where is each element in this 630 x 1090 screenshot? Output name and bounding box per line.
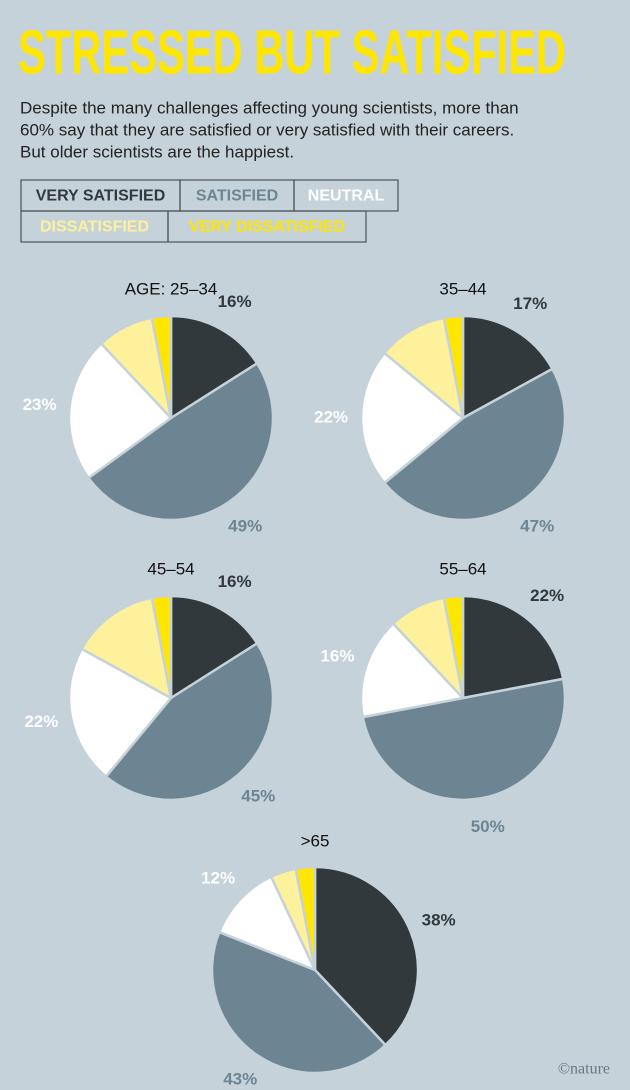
- pie-title: 35–44: [439, 279, 486, 298]
- subtitle-line: 60% say that they are satisfied or very …: [20, 120, 514, 139]
- value-label: 22%: [24, 712, 58, 731]
- value-label: 22%: [314, 407, 348, 426]
- pie-slice: [150, 594, 173, 700]
- pie-slice: [217, 875, 317, 972]
- pie-slice: [67, 647, 173, 778]
- value-label: 50%: [471, 817, 505, 836]
- value-label: 43%: [223, 1069, 257, 1088]
- pie-title: AGE: 25–34: [125, 279, 218, 298]
- pie-slice: [104, 642, 275, 802]
- value-label: 12%: [201, 868, 235, 887]
- pie-slice: [461, 314, 554, 420]
- title: STRESSED BUT SATISFIED: [18, 18, 566, 87]
- value-label: 38%: [422, 911, 456, 930]
- value-label: 23%: [23, 395, 57, 414]
- pie-slice: [361, 677, 567, 802]
- value-label: 49%: [228, 517, 262, 536]
- pie-title: 55–64: [439, 559, 486, 578]
- pie-slice: [442, 314, 465, 420]
- subtitle-line: Despite the many challenges affecting yo…: [20, 98, 519, 117]
- pie-slice: [210, 930, 387, 1075]
- value-label: 16%: [320, 647, 354, 666]
- legend-label: DISSATISFIED: [40, 219, 149, 236]
- pie-slice: [383, 316, 465, 420]
- pie-title: >65: [301, 831, 330, 850]
- pie-slice: [169, 314, 259, 420]
- legend-label: VERY DISSATISFIED: [189, 219, 345, 236]
- subtitle-line: But older scientists are the happiest.: [20, 142, 294, 161]
- pie-slice: [87, 362, 275, 522]
- value-label: 47%: [520, 517, 554, 536]
- value-label: 16%: [218, 292, 252, 311]
- pie-slice: [294, 865, 317, 972]
- pie-slice: [80, 596, 173, 700]
- pie-slice: [150, 314, 173, 420]
- value-label: 16%: [218, 572, 252, 591]
- legend-label: VERY SATISFIED: [36, 188, 166, 205]
- pie-slice: [67, 342, 173, 480]
- credit: ©nature: [558, 1061, 610, 1078]
- legend-label: NEUTRAL: [308, 188, 385, 205]
- pie-slice: [442, 594, 465, 700]
- pie-slice: [461, 594, 565, 700]
- pie-slice: [359, 622, 465, 719]
- pie-title: 45–54: [147, 559, 194, 578]
- value-label: 17%: [513, 294, 547, 313]
- legend-label: SATISFIED: [196, 188, 278, 205]
- value-label: 45%: [241, 786, 275, 805]
- pie-slice: [313, 865, 420, 1047]
- pie-slice: [359, 351, 465, 485]
- pie-slice: [169, 594, 259, 700]
- value-label: 22%: [530, 586, 564, 605]
- pie-slice: [383, 367, 567, 522]
- legend-box: [167, 210, 367, 243]
